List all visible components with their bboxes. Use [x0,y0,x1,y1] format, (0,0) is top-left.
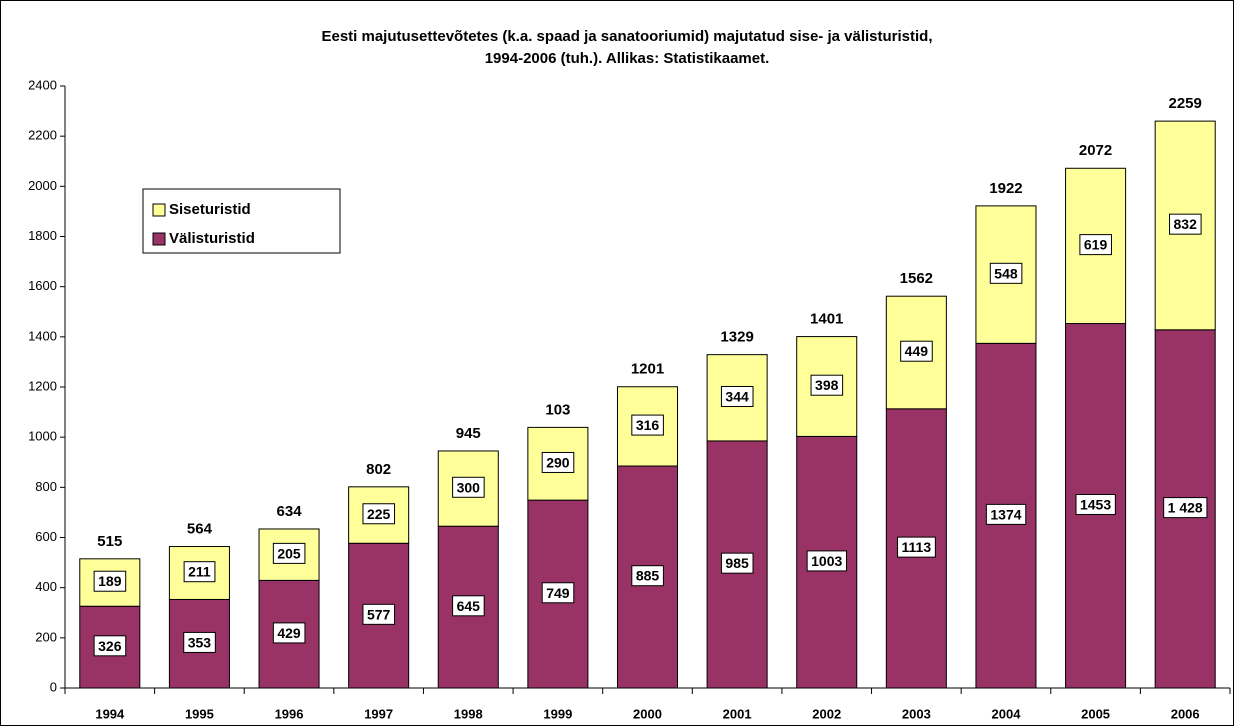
x-tick-label: 2005 [1081,706,1110,721]
legend-label: Siseturistid [169,201,251,218]
total-label: 2072 [1079,142,1112,159]
data-label-box [183,561,216,583]
data-label-box [541,582,575,604]
data-label: 645 [457,598,481,614]
data-label-box [720,552,754,574]
data-label: 1453 [1080,496,1111,512]
x-tick-label: 1999 [543,706,572,721]
data-label-box [93,635,127,657]
y-tick-label: 1600 [28,278,57,293]
data-label-box [272,542,306,564]
x-tick-label: 2003 [902,706,931,721]
total-label: 1922 [989,180,1022,197]
total-label: 802 [366,461,391,478]
data-label: 225 [367,506,391,522]
data-label: 1 428 [1168,500,1203,516]
data-label: 189 [98,573,122,589]
x-tick-label: 1995 [185,706,214,721]
data-label: 429 [277,625,301,641]
data-label-box [1079,234,1112,256]
y-tick-label: 1000 [28,429,57,444]
data-label-box [93,570,127,592]
data-label-box [631,414,664,436]
data-label-box [1163,497,1208,519]
data-label: 326 [98,638,122,654]
data-label: 290 [546,454,570,470]
x-tick-label: 2004 [992,706,1022,721]
y-tick-label: 2000 [28,178,57,193]
chart-title: 1994-2006 (tuh.). Allikas: Statistikaame… [485,50,770,67]
data-label-box [989,262,1023,284]
x-tick-label: 2006 [1171,706,1200,721]
x-tick-label: 2002 [812,706,841,721]
legend-box [142,188,341,254]
data-label: 885 [636,568,660,584]
total-label: 634 [277,503,303,520]
data-label: 985 [725,555,749,571]
data-label-box [541,451,575,473]
total-label: 1562 [900,270,933,287]
legend-swatch [152,232,166,246]
data-label-box [362,603,396,625]
total-label: 945 [456,425,481,442]
y-tick-label: 600 [35,529,57,544]
total-label: 2259 [1169,95,1202,112]
data-label: 832 [1174,216,1198,232]
data-label: 548 [994,265,1018,281]
x-tick-label: 1994 [95,706,125,721]
data-label: 211 [188,564,211,580]
legend-label: Välisturistid [169,230,255,247]
data-label: 619 [1084,237,1108,253]
x-tick-label: 1996 [275,706,304,721]
data-label-box [985,503,1027,525]
y-tick-label: 400 [35,579,57,594]
total-label: 515 [97,533,122,550]
data-label: 749 [546,585,570,601]
data-label-box [272,622,306,644]
x-tick-label: 2000 [633,706,662,721]
data-label-box [362,503,396,525]
data-label-box [631,565,664,587]
data-label-box [720,385,754,407]
y-tick-label: 0 [50,679,57,694]
data-label-box [1075,493,1116,515]
data-label-box [1169,213,1202,235]
data-label-box [452,595,485,617]
total-label: 1329 [720,329,753,346]
data-label: 353 [188,634,212,650]
y-tick-label: 1800 [28,228,57,243]
data-label: 344 [725,388,749,404]
data-label-box [810,374,844,396]
y-tick-label: 200 [35,629,57,644]
x-tick-label: 1997 [364,706,393,721]
data-label-box [806,550,848,572]
data-label: 577 [367,606,391,622]
data-label-box [452,476,485,498]
data-label-box [183,631,216,653]
total-label: 103 [545,401,570,418]
x-tick-label: 2001 [723,706,752,721]
data-label: 398 [815,377,839,393]
total-label: 1401 [810,311,843,328]
data-label: 205 [277,545,301,561]
y-tick-label: 2200 [28,128,57,143]
data-label: 316 [636,417,660,433]
total-label: 564 [187,520,213,537]
data-label-box [897,536,936,558]
y-tick-label: 1400 [28,328,57,343]
data-label: 300 [457,479,481,495]
total-label: 1201 [631,361,664,378]
y-tick-label: 2400 [28,77,57,92]
y-tick-label: 1200 [28,378,57,393]
data-label: 1113 [902,539,932,555]
data-label: 1003 [811,553,842,569]
data-label: 449 [905,343,929,359]
legend-swatch [152,203,166,217]
y-tick-label: 800 [35,479,57,494]
chart-title: Eesti majutusettevõtetes (k.a. spaad ja … [321,28,932,45]
data-label: 1374 [990,506,1021,522]
data-label-box [900,340,933,362]
x-tick-label: 1998 [454,706,483,721]
